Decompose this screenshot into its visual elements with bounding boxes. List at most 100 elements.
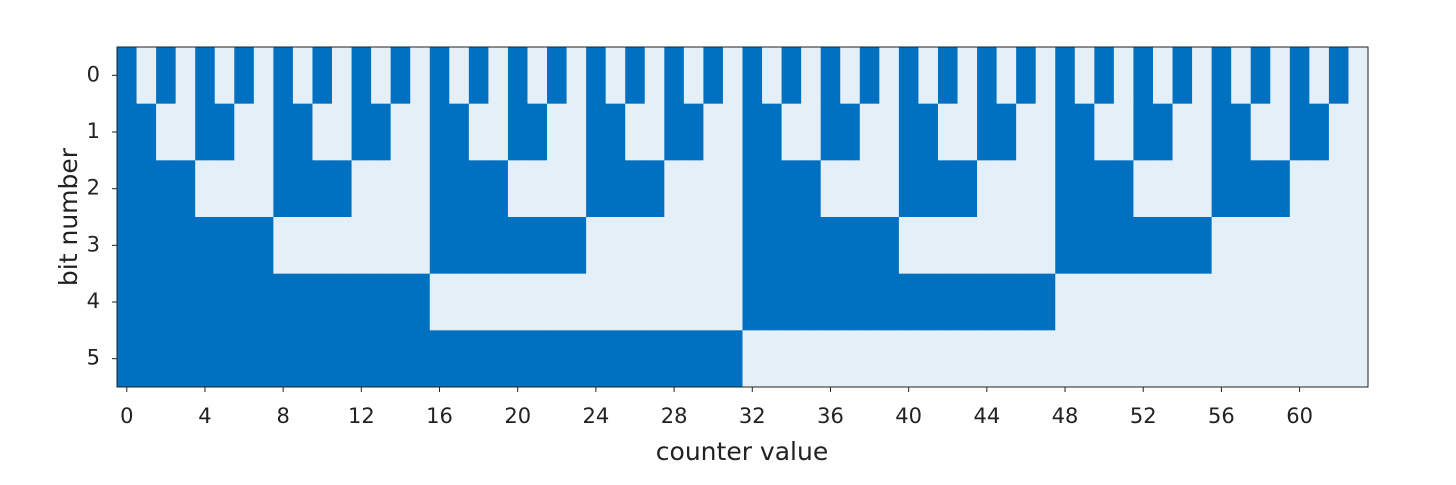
heatmap-cell: [742, 47, 763, 105]
heatmap-cell: [586, 217, 607, 275]
heatmap-cell: [449, 103, 470, 161]
heatmap-cell: [703, 47, 724, 105]
heatmap-cell: [820, 160, 841, 218]
heatmap-cell: [1270, 160, 1291, 218]
heatmap-cell: [332, 160, 353, 218]
heatmap-cell: [879, 273, 900, 331]
heatmap-cell: [488, 103, 509, 161]
heatmap-cell: [859, 330, 880, 388]
heatmap-cell: [449, 273, 470, 331]
heatmap-cell: [1016, 160, 1037, 218]
heatmap-cell: [136, 47, 157, 105]
heatmap-cell: [507, 103, 528, 161]
heatmap-cell: [449, 217, 470, 275]
heatmap-cell: [390, 160, 411, 218]
heatmap-cell: [371, 160, 392, 218]
heatmap-cell: [351, 330, 372, 388]
heatmap-cell: [488, 47, 509, 105]
heatmap-cell: [1113, 103, 1134, 161]
heatmap-cell: [996, 330, 1017, 388]
heatmap-cell: [1055, 103, 1076, 161]
heatmap-cell: [977, 273, 998, 331]
heatmap-cell: [1211, 217, 1232, 275]
heatmap-cell: [312, 217, 333, 275]
heatmap-cell: [664, 330, 685, 388]
heatmap-cell: [371, 217, 392, 275]
heatmap-cell: [801, 273, 822, 331]
heatmap-cell: [859, 273, 880, 331]
heatmap-cell: [117, 217, 138, 275]
heatmap-cell: [429, 217, 450, 275]
heatmap-cell: [1192, 217, 1213, 275]
heatmap-cell: [1094, 330, 1115, 388]
heatmap-cell: [1289, 217, 1310, 275]
y-axis-label: bit number: [54, 147, 83, 286]
heatmap-cell: [703, 330, 724, 388]
heatmap-cell: [234, 160, 255, 218]
heatmap-cell: [1250, 160, 1271, 218]
heatmap-cell: [1309, 47, 1330, 105]
heatmap-cell: [625, 273, 646, 331]
heatmap-cell: [1250, 217, 1271, 275]
heatmap-cell: [820, 273, 841, 331]
heatmap-cell: [507, 160, 528, 218]
heatmap-cell: [156, 217, 177, 275]
heatmap-cell: [937, 103, 959, 161]
heatmap-cell: [429, 103, 450, 161]
heatmap-cell: [996, 160, 1017, 218]
heatmap-cell: [547, 273, 568, 331]
heatmap-cell: [742, 160, 763, 218]
heatmap-cell: [1094, 103, 1115, 161]
heatmap-cell: [566, 273, 587, 331]
heatmap-cell: [1055, 273, 1076, 331]
heatmap-cell: [429, 160, 450, 218]
x-tick-label: 40: [895, 404, 922, 428]
heatmap-cell: [429, 330, 450, 388]
heatmap-cell: [1133, 47, 1154, 105]
heatmap-cell: [898, 217, 919, 275]
heatmap-cell: [1309, 330, 1330, 388]
heatmap-cell: [644, 217, 665, 275]
heatmap-cell: [253, 273, 274, 331]
heatmap-cell: [312, 273, 333, 331]
heatmap-cell: [722, 160, 743, 218]
heatmap-cell: [253, 47, 274, 105]
heatmap-cell: [1094, 47, 1115, 105]
heatmap-cell: [859, 103, 880, 161]
heatmap-cell: [117, 330, 138, 388]
heatmap-cell: [1270, 103, 1291, 161]
heatmap-cell: [722, 103, 743, 161]
heatmap-cell: [957, 103, 978, 161]
x-tick-label: 48: [1052, 404, 1079, 428]
heatmap-cell: [234, 47, 255, 105]
heatmap-cell: [879, 47, 900, 105]
heatmap-cell: [468, 103, 489, 161]
heatmap-cell: [918, 47, 939, 105]
heatmap-cell: [1172, 47, 1193, 105]
heatmap-cell: [742, 217, 763, 275]
heatmap-cell: [742, 273, 763, 331]
heatmap-cell: [840, 217, 861, 275]
heatmap-cell: [1172, 273, 1193, 331]
heatmap-cell: [1348, 47, 1369, 105]
heatmap-cell: [1035, 273, 1056, 331]
heatmap-cell: [586, 47, 607, 105]
heatmap-cell: [566, 103, 587, 161]
heatmap-cell: [253, 103, 274, 161]
heatmap-cell: [1016, 330, 1037, 388]
heatmap-cell: [1270, 330, 1291, 388]
x-tick-label: 8: [276, 404, 289, 428]
heatmap-cell: [996, 103, 1017, 161]
heatmap-cell: [390, 103, 411, 161]
heatmap-cell: [468, 47, 489, 105]
x-axis-label: counter value: [656, 437, 828, 466]
heatmap-cell: [1250, 330, 1271, 388]
heatmap-cell: [547, 217, 568, 275]
heatmap-cell: [1309, 160, 1330, 218]
heatmap-cell: [547, 47, 568, 105]
heatmap-cell: [136, 103, 157, 161]
heatmap-cell: [644, 273, 665, 331]
heatmap-cell: [977, 217, 998, 275]
heatmap-cell: [1270, 47, 1291, 105]
heatmap-cell: [410, 160, 431, 218]
